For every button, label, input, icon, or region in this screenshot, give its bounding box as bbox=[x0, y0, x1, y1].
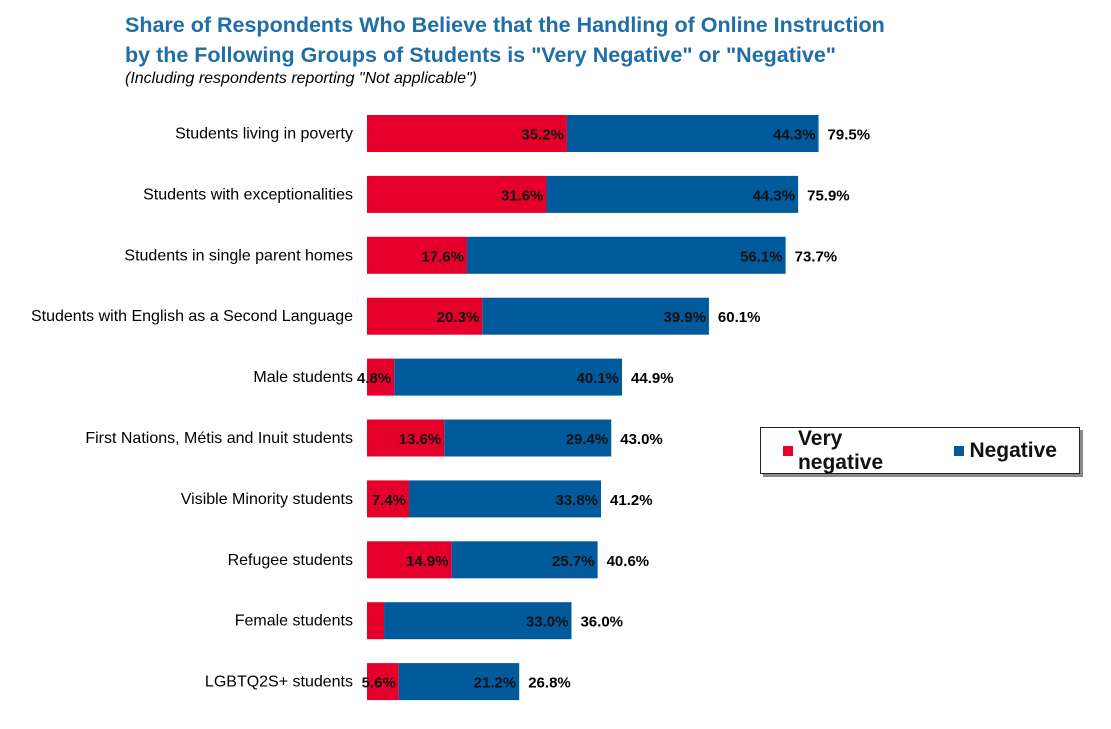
data-label: 33.8% bbox=[555, 492, 598, 509]
bar-segment-very-negative bbox=[367, 297, 483, 335]
data-label: 13.6% bbox=[399, 431, 442, 448]
data-label: 25.7% bbox=[552, 553, 595, 570]
legend-item-negative: Negative bbox=[954, 439, 1057, 463]
chart-title: Share of Respondents Who Believe that th… bbox=[125, 10, 885, 70]
category-label: First Nations, Métis and Inuit students bbox=[85, 430, 353, 447]
bar-segment-very-negative bbox=[367, 358, 395, 396]
bar-segment-very-negative bbox=[367, 236, 467, 274]
chart-legend: Very negative Negative bbox=[760, 427, 1080, 474]
legend-swatch-very-negative bbox=[783, 445, 793, 456]
bar-segment-very-negative bbox=[367, 541, 452, 579]
category-label: Students with exceptionalities bbox=[143, 186, 353, 203]
total-label: 26.8% bbox=[528, 675, 571, 692]
bar-segment-negative bbox=[444, 419, 612, 457]
category-label: Female students bbox=[235, 613, 353, 630]
data-label: 56.1% bbox=[740, 248, 783, 265]
bar-segment-negative bbox=[398, 663, 520, 701]
data-label: 31.6% bbox=[501, 187, 544, 204]
legend-swatch-negative bbox=[954, 445, 965, 456]
legend-label-very-negative: Very negative bbox=[797, 426, 884, 474]
total-label: 73.7% bbox=[795, 248, 838, 265]
data-label: 14.9% bbox=[406, 553, 449, 570]
total-label: 40.6% bbox=[607, 553, 650, 570]
category-label: Students living in poverty bbox=[175, 126, 353, 143]
bar-segment-negative bbox=[566, 115, 819, 152]
total-label: 43.0% bbox=[620, 431, 663, 448]
data-label: 40.1% bbox=[576, 370, 619, 387]
bar-segment-very-negative bbox=[367, 175, 547, 213]
bar-segment-negative bbox=[384, 602, 572, 640]
bar-segment-very-negative bbox=[367, 419, 445, 457]
bar-segment-negative bbox=[394, 358, 623, 396]
bar-segment-negative bbox=[409, 480, 602, 518]
category-label: LGBTQ2S+ students bbox=[205, 674, 353, 691]
data-label: 7.4% bbox=[372, 492, 406, 509]
legend-item-very-negative: Very negative bbox=[783, 427, 932, 475]
category-label: Students with English as a Second Langua… bbox=[31, 308, 353, 325]
total-label: 36.0% bbox=[580, 614, 623, 631]
total-label: 41.2% bbox=[610, 492, 653, 509]
data-label: 33.0% bbox=[526, 614, 569, 631]
total-label: 75.9% bbox=[807, 187, 850, 204]
data-label: 20.3% bbox=[437, 309, 480, 326]
category-label: Refugee students bbox=[228, 552, 353, 569]
data-label: 44.3% bbox=[753, 187, 796, 204]
category-label: Male students bbox=[253, 369, 353, 386]
bar-segment-very-negative bbox=[367, 602, 385, 640]
data-label: 21.2% bbox=[474, 675, 517, 692]
category-label: Students in single parent homes bbox=[124, 247, 353, 264]
data-label: 35.2% bbox=[521, 127, 564, 144]
chart-title-line-1: Share of Respondents Who Believe that th… bbox=[125, 13, 885, 37]
total-label: 60.1% bbox=[718, 309, 761, 326]
total-label: 79.5% bbox=[828, 127, 871, 144]
bar-segment-very-negative bbox=[367, 480, 410, 518]
data-label: 4.8% bbox=[357, 370, 391, 387]
total-label: 44.9% bbox=[631, 370, 674, 387]
bar-segment-negative bbox=[546, 175, 799, 213]
chart-subtitle: (Including respondents reporting "Not ap… bbox=[125, 70, 478, 87]
bar-segment-very-negative bbox=[367, 663, 399, 701]
data-label: 44.3% bbox=[773, 127, 816, 144]
bar-segment-negative bbox=[451, 541, 598, 579]
chart-title-line-2: by the Following Groups of Students is "… bbox=[125, 43, 836, 67]
bar-segment-negative bbox=[482, 297, 709, 335]
bar-segment-very-negative bbox=[367, 115, 567, 152]
legend-label-negative: Negative bbox=[969, 438, 1057, 462]
data-label: 5.6% bbox=[362, 675, 396, 692]
bar-segment-negative bbox=[466, 236, 786, 274]
category-label: Visible Minority students bbox=[181, 491, 353, 508]
data-label: 39.9% bbox=[663, 309, 706, 326]
data-label: 17.6% bbox=[421, 248, 464, 265]
data-label: 29.4% bbox=[566, 431, 609, 448]
